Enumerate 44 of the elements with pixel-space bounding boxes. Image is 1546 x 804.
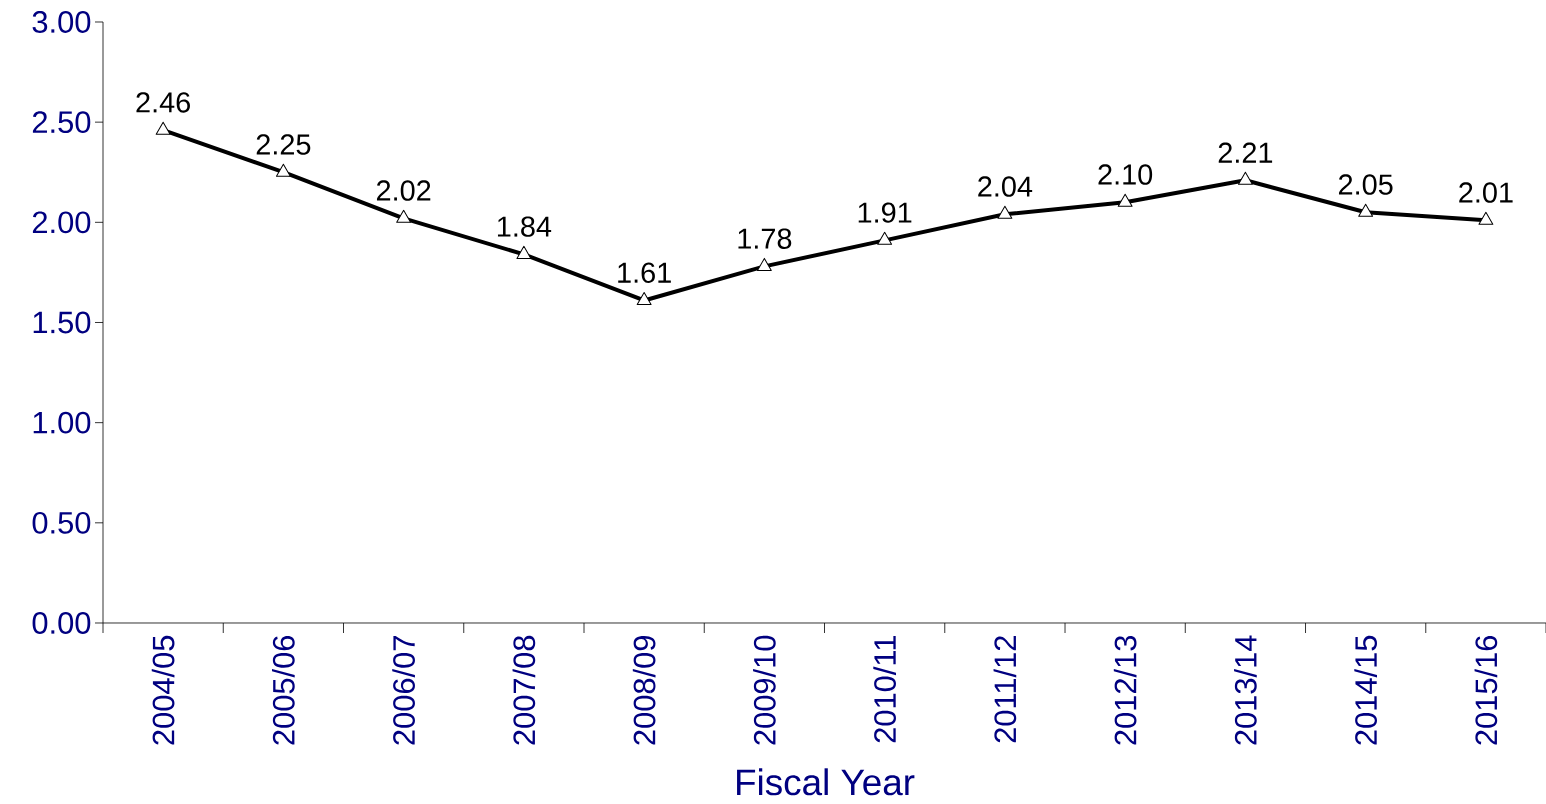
point — [516, 245, 532, 259]
data-label: 2.46 — [136, 92, 190, 113]
data-label: 1.78 — [738, 228, 792, 249]
point — [756, 257, 772, 271]
point — [396, 209, 412, 223]
x-axis-title: Fiscal Year — [737, 768, 915, 796]
x-tick-label: 2007/08 — [512, 635, 536, 745]
x-tick-label: 2012/13 — [1113, 635, 1137, 745]
point — [636, 291, 652, 305]
x-tick-label: 2013/14 — [1234, 635, 1257, 745]
data-label: 1.84 — [497, 216, 552, 237]
x-tick-label: 2015/16 — [1474, 635, 1498, 745]
data-label: 2.05 — [1338, 174, 1393, 195]
x-tick-label: 2010/11 — [873, 636, 896, 743]
x-tick-label: 2004/05 — [151, 635, 175, 745]
data-label: 2.04 — [978, 176, 1033, 197]
x-tick-label: 2009/10 — [753, 635, 776, 745]
y-tick-label: 2.00 — [32, 211, 91, 234]
data-label: 2.25 — [256, 134, 311, 155]
y-tick-label: 1.00 — [33, 411, 91, 434]
point — [1478, 211, 1494, 225]
x-tick-label: 2008/09 — [632, 636, 656, 745]
data-label: 2.02 — [376, 180, 431, 201]
point — [877, 231, 893, 245]
y-tick-label: 1.50 — [33, 311, 91, 334]
x-tick-label: 2006/07 — [392, 636, 415, 745]
point — [275, 163, 291, 177]
point — [1237, 171, 1253, 185]
y-tick-label: 3.00 — [32, 11, 91, 33]
point — [155, 121, 171, 135]
point — [1117, 193, 1133, 207]
point — [1358, 203, 1374, 217]
point — [997, 205, 1013, 219]
y-tick-label: 0.00 — [32, 612, 91, 634]
data-label: 2.01 — [1459, 182, 1513, 203]
x-tick-label: 2005/06 — [272, 635, 295, 745]
y-tick-label: 0.50 — [32, 511, 91, 534]
data-label: 1.91 — [858, 202, 912, 223]
x-tick-label: 2014/15 — [1354, 635, 1377, 745]
x-tick-label: 2011/12 — [993, 636, 1017, 743]
data-label: 1.61 — [618, 262, 671, 283]
y-tick-label: 2.50 — [32, 111, 91, 134]
data-label: 2.21 — [1218, 142, 1273, 163]
data-label: 2.10 — [1098, 164, 1153, 185]
